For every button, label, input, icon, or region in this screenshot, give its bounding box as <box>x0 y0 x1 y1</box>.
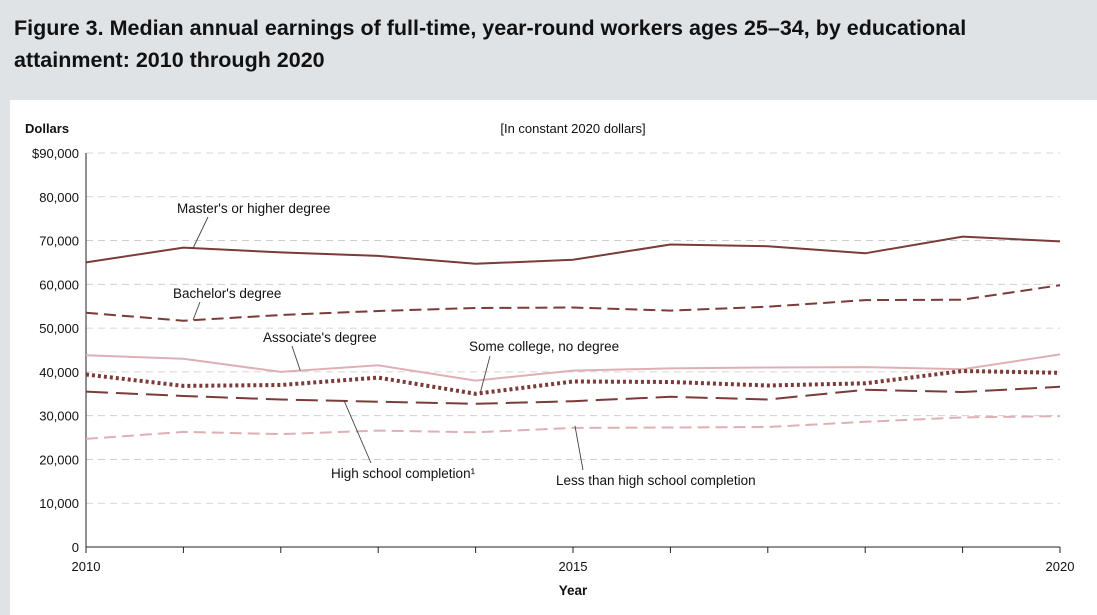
y-tick-label: 80,000 <box>39 190 79 205</box>
y-tick-label: 40,000 <box>39 365 79 380</box>
annotation-label: High school completion¹ <box>331 466 476 481</box>
y-tick-label: 20,000 <box>39 452 79 467</box>
series-line <box>85 235 1061 265</box>
axes: 0 10,000 20,000 30,000 40,000 50,000 60,000 70,… <box>32 146 1074 574</box>
title-bar: Figure 3. Median annual earnings of full… <box>0 0 1097 100</box>
y-tick-label: 50,000 <box>39 321 79 336</box>
y-axis-label: Dollars <box>25 121 69 136</box>
y-tick-label: $90,000 <box>32 146 79 161</box>
x-axis-label: Year <box>559 583 588 598</box>
y-tick-label: 60,000 <box>39 277 79 292</box>
series-line <box>85 415 1061 440</box>
annotations: Master's or higher degree Bachelor's degr… <box>173 201 756 488</box>
y-tick-label: 70,000 <box>39 234 79 249</box>
annotation-label: Bachelor's degree <box>173 286 281 301</box>
x-tick-label: 2020 <box>1046 559 1075 574</box>
figure-title: Figure 3. Median annual earnings of full… <box>14 16 967 72</box>
annotation-leader-line <box>192 301 201 320</box>
annotation-leader-line <box>574 425 584 471</box>
series-line <box>85 368 1061 396</box>
series-line <box>85 284 1061 322</box>
annotation-label: Some college, no degree <box>469 339 619 354</box>
annotation-leader-line <box>343 400 372 464</box>
series-line <box>85 385 1061 405</box>
annotation-label: Less than high school completion <box>556 473 756 488</box>
annotation-label: Master's or higher degree <box>177 201 330 216</box>
chart-subtitle: [In constant 2020 dollars] <box>500 121 645 136</box>
annotation-label: Associate's degree <box>263 330 377 345</box>
annotation-leader-line <box>291 345 301 371</box>
series-lines <box>85 235 1061 440</box>
y-tick-label: 10,000 <box>39 496 79 511</box>
x-tick-label: 2015 <box>559 559 588 574</box>
annotation-leader-line <box>192 216 209 249</box>
series-line <box>85 353 1061 382</box>
chart-panel <box>10 100 1097 615</box>
y-tick-label: 30,000 <box>39 409 79 424</box>
gridlines <box>86 152 1060 504</box>
annotation-leader-line <box>480 355 491 393</box>
x-tick-label: 2010 <box>72 559 101 574</box>
y-tick-label: 0 <box>72 540 79 555</box>
